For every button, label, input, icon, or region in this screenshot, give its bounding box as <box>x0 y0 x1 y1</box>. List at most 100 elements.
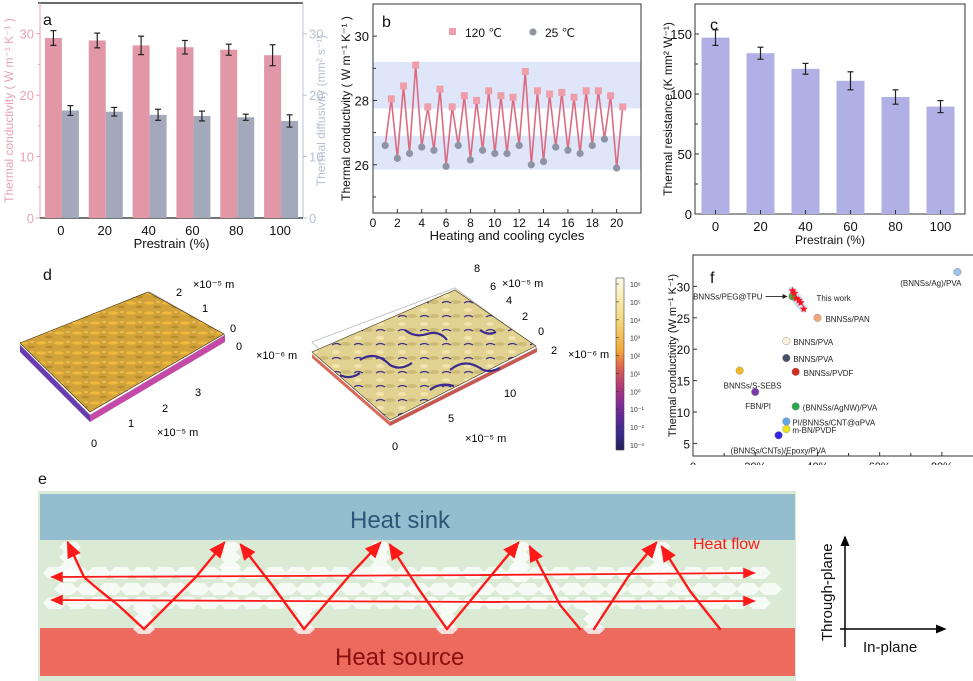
filler-flake <box>120 583 144 595</box>
filler-flake <box>649 562 671 572</box>
x-tick-label: 20 <box>610 216 624 230</box>
point-120C <box>546 90 554 98</box>
x-tick-label: 16 <box>561 216 575 230</box>
point-25C <box>442 162 450 170</box>
point-120C <box>436 85 444 93</box>
y-axis-title: Thermal conductivity ( W m⁻¹ K⁻¹ ) <box>339 16 353 201</box>
y-axis-title: Thermal conductivity (W m⁻¹ K⁻¹) <box>667 274 679 437</box>
peg-tpu-arrowhead <box>782 293 788 299</box>
y-tick-label: 10 <box>677 406 691 420</box>
filler-flake <box>505 597 529 609</box>
y-tick-label: 26 <box>355 158 369 173</box>
in-plane-label: In-plane <box>863 639 917 656</box>
panel-label-c: c <box>710 17 718 34</box>
filler-flake <box>351 597 375 609</box>
in-plane-arrow-upper-left <box>50 571 501 583</box>
y2-tick-label: 30 <box>309 27 323 42</box>
filler-flake <box>142 583 166 595</box>
colorbar-tick-label: 10¹ <box>630 371 641 378</box>
axis-unit: ×10⁻⁶ m <box>568 349 609 361</box>
x-tick-label: 8 <box>467 216 474 230</box>
surface-plot-right: 8 6 4 2 0 ×10⁻⁵ m 2 0 5 10 ×10⁻⁵ m ×10⁻⁶… <box>311 263 609 453</box>
x-axis-title: Heating and cooling cycles <box>430 228 585 243</box>
point-25C <box>479 146 487 154</box>
filler-flake <box>395 597 419 609</box>
tick: 0 <box>91 438 97 450</box>
point-25C <box>552 143 560 151</box>
filler-flake <box>362 583 386 595</box>
panel-d-surfaces: d 2 1 0 0 ×10⁻⁵ m 0 1 2 3 ×10⁻⁵ m ×10⁻⁶ … <box>19 263 644 453</box>
axis-unit: ×10⁻⁶ m <box>256 350 297 362</box>
this-work-star <box>799 304 808 313</box>
bar-diffusivity <box>61 110 79 218</box>
scatter-point <box>782 337 791 346</box>
filler-flake <box>549 567 573 579</box>
scatter-point <box>782 424 791 433</box>
x-tick-label: 20% <box>744 461 766 465</box>
legend-label-25C: 25 ℃ <box>545 26 575 40</box>
point-120C <box>521 68 529 76</box>
point-25C <box>613 164 621 172</box>
point-label: BNNS/PVA <box>793 338 834 347</box>
panel-label-a: a <box>43 12 52 29</box>
filler-flake <box>98 583 122 595</box>
scatter-point <box>782 354 791 363</box>
point-25C <box>466 156 475 164</box>
tick: 3 <box>195 387 201 399</box>
filler-flake <box>509 562 531 572</box>
colorbar-tick-label: 10³ <box>630 336 641 343</box>
point-label: FBN/PI <box>745 402 771 411</box>
x-tick-label: 20 <box>753 219 767 234</box>
y-tick-label: 5 <box>683 437 690 451</box>
through-plane-path-1 <box>66 540 146 631</box>
point-120C <box>619 103 627 111</box>
filler-flake <box>538 583 562 595</box>
point-120C <box>570 93 578 101</box>
point-label: BNNSs/PVDF <box>804 369 854 378</box>
scatter-point <box>735 366 744 375</box>
panel-e-diagram: e Heat sink Heat source Heat flow T <box>38 471 947 681</box>
filler-flake <box>725 597 749 609</box>
this-work-star <box>794 296 803 304</box>
point-label: (BNNSs/AgNW)/PVA <box>803 403 878 412</box>
y2-tick-label: 10 <box>309 150 323 165</box>
heat-sink-label: Heat sink <box>350 507 451 534</box>
x-tick-label: 14 <box>537 216 551 230</box>
point-label: PI/BNNSs/CNT@αPVA <box>792 418 875 427</box>
filler-flake <box>648 583 672 595</box>
x-tick-label: 60% <box>869 461 891 465</box>
filler-flake <box>296 583 320 595</box>
scatter-point <box>791 367 800 376</box>
point-120C <box>460 92 468 100</box>
y-tick-label: 0 <box>27 211 34 226</box>
through-plane-path-5 <box>388 542 449 631</box>
x-tick-label: 60 <box>185 223 199 238</box>
chart-b: 26 28 30 0 2 4 6 8 10 12 14 16 18 20 120 ℃ 25 ℃ Heating … <box>339 3 642 243</box>
x-tick-label: 0 <box>712 219 719 234</box>
filler-flake <box>659 597 683 609</box>
tick: 2 <box>176 287 182 299</box>
bar-conductivity <box>176 47 194 218</box>
bar-diffusivity <box>237 117 255 218</box>
colorbar-tick-label: 10⁰ <box>630 388 641 396</box>
scatter-point <box>953 267 962 276</box>
filler-flake <box>340 583 364 595</box>
colorbar: 10⁶ 10⁵ 10⁴ 10³ 10² 10¹ 10⁰ 10⁻¹ 10⁻² 10⁻³ <box>615 277 644 451</box>
tick: 2 <box>162 403 168 415</box>
tick: 6 <box>490 281 496 293</box>
bar-resistance <box>926 106 955 214</box>
heat-source-layer <box>40 628 795 676</box>
x-tick-label: 18 <box>586 216 600 230</box>
chart-c: 0 50 100 150 0 20 40 60 80 100 Prestrain (%) Therma… <box>661 3 966 247</box>
y2-axis-title: Thermal diffusivity (mm² s⁻¹) <box>314 35 328 186</box>
through-plane-path-3 <box>239 543 306 631</box>
scatter-point <box>791 402 800 411</box>
x-tick-label: 0 <box>370 216 377 230</box>
x-tick-label: 80 <box>888 219 902 234</box>
bar-conductivity <box>264 55 282 218</box>
filler-flake <box>582 583 606 595</box>
filler-flake <box>230 583 254 595</box>
point-120C <box>448 103 456 111</box>
point-25C <box>539 157 548 166</box>
tick: 1 <box>202 303 208 315</box>
